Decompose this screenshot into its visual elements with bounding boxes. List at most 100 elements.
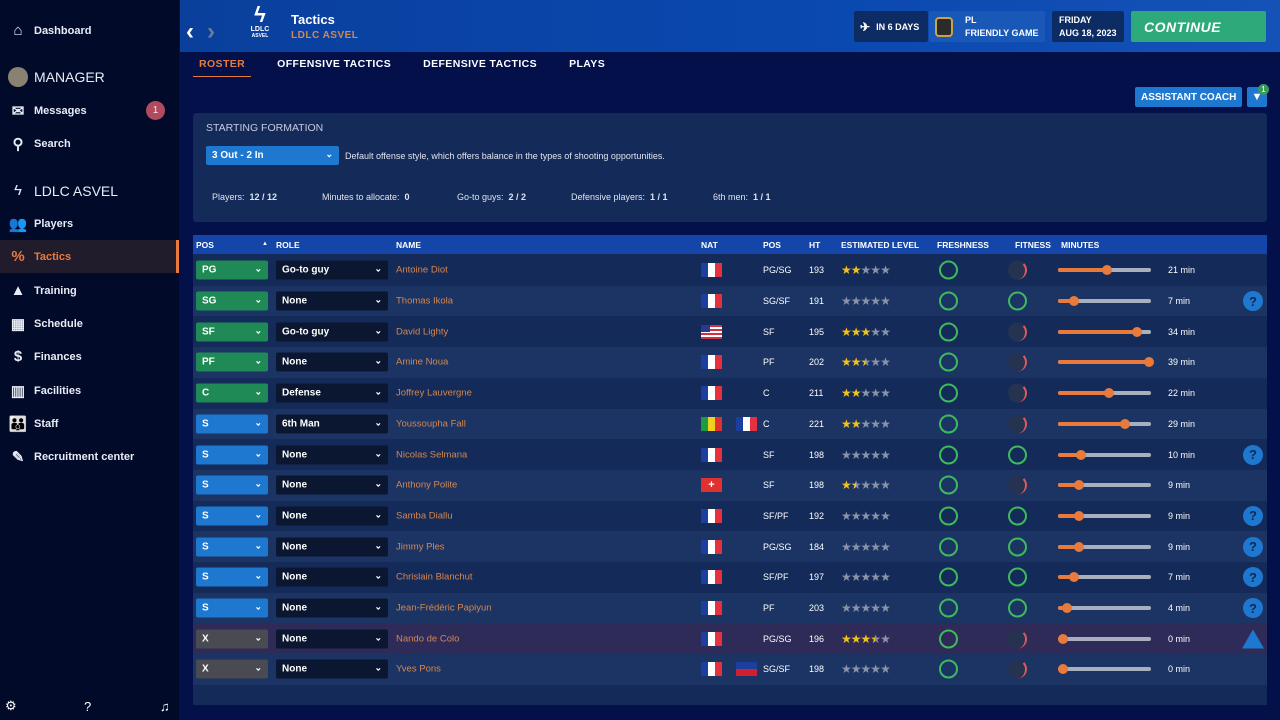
slider-thumb[interactable] bbox=[1057, 633, 1068, 644]
player-name-link[interactable]: Jimmy Ples bbox=[396, 541, 445, 553]
player-name-link[interactable]: Samba Diallu bbox=[396, 510, 453, 522]
sort-ascending-icon[interactable]: ▲ bbox=[262, 241, 268, 247]
role-select[interactable]: None ⌄ bbox=[276, 629, 388, 649]
player-name-link[interactable]: Nando de Colo bbox=[396, 633, 460, 645]
tab-offensive-tactics[interactable]: OFFENSIVE TACTICS bbox=[277, 58, 392, 70]
forward-button[interactable]: › bbox=[207, 18, 215, 45]
position-select[interactable]: S ⌄ bbox=[196, 537, 268, 557]
minutes-slider[interactable] bbox=[1058, 449, 1151, 460]
back-button[interactable]: ‹ bbox=[186, 18, 194, 45]
slider-thumb[interactable] bbox=[1069, 572, 1080, 583]
slider-thumb[interactable] bbox=[1143, 357, 1154, 368]
column-header[interactable]: ROLE bbox=[276, 240, 300, 250]
tab-plays[interactable]: PLAYS bbox=[569, 58, 606, 70]
slider-thumb[interactable] bbox=[1120, 418, 1131, 429]
position-select[interactable]: C ⌄ bbox=[196, 383, 268, 403]
column-header[interactable]: HT bbox=[809, 240, 821, 250]
column-header[interactable]: POS bbox=[763, 240, 781, 250]
table-row[interactable]: C ⌄ Defense ⌄ Joffrey Lauvergne C 211 ★★★★★ 22 m… bbox=[193, 377, 1267, 409]
minutes-slider[interactable] bbox=[1058, 296, 1151, 307]
player-name-link[interactable]: Antoine Diot bbox=[396, 264, 448, 276]
question-icon[interactable]: ? bbox=[1243, 598, 1263, 619]
table-row[interactable]: S ⌄ None ⌄ Anthony Polite + SF 198 ★★★★★ 9 min bbox=[193, 469, 1267, 501]
tab-roster[interactable]: ROSTER bbox=[193, 58, 252, 77]
slider-thumb[interactable] bbox=[1057, 664, 1068, 675]
position-select[interactable]: S ⌄ bbox=[196, 414, 268, 434]
role-select[interactable]: None ⌄ bbox=[276, 659, 388, 679]
formation-select[interactable]: 3 Out - 2 In ⌄ bbox=[206, 146, 339, 165]
table-row[interactable]: S ⌄ None ⌄ Chrislain Blanchut SF/PF 197 ★★★★★ 7 … bbox=[193, 562, 1267, 593]
role-select[interactable]: 6th Man ⌄ bbox=[276, 414, 388, 434]
minutes-slider[interactable] bbox=[1057, 633, 1151, 644]
position-select[interactable]: S ⌄ bbox=[196, 598, 268, 618]
player-name-link[interactable]: Joffrey Lauvergne bbox=[396, 387, 472, 399]
position-select[interactable]: S ⌄ bbox=[196, 445, 268, 465]
player-name-link[interactable]: Yves Pons bbox=[396, 663, 441, 675]
sidebar-item-training[interactable]: ▲ Training bbox=[0, 274, 179, 307]
question-icon[interactable]: ? bbox=[1243, 567, 1263, 588]
role-select[interactable]: None ⌄ bbox=[276, 567, 388, 587]
question-icon[interactable]: ? bbox=[1243, 444, 1263, 465]
slider-thumb[interactable] bbox=[1073, 480, 1084, 491]
minutes-slider[interactable] bbox=[1058, 541, 1151, 552]
slider-thumb[interactable] bbox=[1101, 265, 1112, 276]
minutes-slider[interactable] bbox=[1058, 418, 1151, 429]
player-name-link[interactable]: Chrislain Blanchut bbox=[396, 571, 473, 583]
player-name-link[interactable]: Thomas Ikola bbox=[396, 295, 454, 307]
assistant-coach-button[interactable]: ASSISTANT COACH bbox=[1135, 87, 1243, 107]
slider-thumb[interactable] bbox=[1073, 510, 1084, 521]
role-select[interactable]: Defense ⌄ bbox=[276, 383, 388, 403]
player-name-link[interactable]: Amine Noua bbox=[396, 356, 449, 368]
position-select[interactable]: SG ⌄ bbox=[196, 291, 268, 311]
table-row[interactable]: S ⌄ None ⌄ Jean-Frédéric Papiyun PF 203 ★★★★★ 4 … bbox=[193, 592, 1267, 624]
sidebar-item-manager[interactable]: MANAGER bbox=[0, 60, 179, 93]
sidebar-item-players[interactable]: 👥 Players bbox=[0, 207, 179, 240]
player-name-link[interactable]: Youssoupha Fall bbox=[396, 418, 466, 430]
role-select[interactable]: Go-to guy ⌄ bbox=[276, 322, 388, 342]
sidebar-item-tactics[interactable]: % Tactics bbox=[0, 240, 179, 273]
player-name-link[interactable]: Jean-Frédéric Papiyun bbox=[396, 602, 492, 614]
gear-icon[interactable]: ⚙ bbox=[5, 698, 17, 713]
role-select[interactable]: None ⌄ bbox=[276, 537, 388, 557]
position-select[interactable]: X ⌄ bbox=[196, 659, 268, 679]
sidebar-item-finances[interactable]: $ Finances bbox=[0, 340, 179, 373]
column-header[interactable]: FRESHNESS bbox=[937, 240, 989, 250]
table-row[interactable]: PF ⌄ None ⌄ Amine Noua PF 202 ★★★★★ 39 min bbox=[193, 347, 1267, 378]
table-row[interactable]: S ⌄ None ⌄ Nicolas Selmana SF 198 ★★★★★ 10 min? bbox=[193, 439, 1267, 470]
minutes-slider[interactable] bbox=[1057, 664, 1151, 675]
minutes-slider[interactable] bbox=[1058, 357, 1154, 368]
player-name-link[interactable]: David Lighty bbox=[396, 326, 449, 338]
table-row[interactable]: SG ⌄ None ⌄ Thomas Ikola SG/SF 191 ★★★★★ 7 min? bbox=[193, 285, 1267, 317]
position-select[interactable]: S ⌄ bbox=[196, 475, 268, 495]
table-row[interactable]: SF ⌄ Go-to guy ⌄ David Lighty SF 195 ★★★★★ 34 mi… bbox=[193, 316, 1267, 348]
tab-defensive-tactics[interactable]: DEFENSIVE TACTICS bbox=[423, 58, 538, 70]
column-header[interactable]: FITNESS bbox=[1015, 240, 1051, 250]
slider-thumb[interactable] bbox=[1069, 296, 1080, 307]
next-game[interactable]: PL FRIENDLY GAME bbox=[929, 11, 1045, 42]
help-icon[interactable]: ? bbox=[84, 699, 92, 714]
table-row[interactable]: S ⌄ None ⌄ Samba Diallu SF/PF 192 ★★★★★ 9 min? bbox=[193, 500, 1267, 532]
table-row[interactable]: X ⌄ None ⌄ Nando de Colo PG/SG 196 ★★★★★ 0 min bbox=[193, 623, 1267, 655]
sidebar-item-schedule[interactable]: ▦ Schedule bbox=[0, 307, 179, 340]
minutes-slider[interactable] bbox=[1058, 603, 1151, 614]
question-icon[interactable]: ? bbox=[1243, 291, 1263, 312]
position-select[interactable]: PF ⌄ bbox=[196, 352, 268, 372]
role-select[interactable]: None ⌄ bbox=[276, 291, 388, 311]
minutes-slider[interactable] bbox=[1058, 510, 1151, 521]
role-select[interactable]: None ⌄ bbox=[276, 445, 388, 465]
slider-thumb[interactable] bbox=[1132, 326, 1143, 337]
question-icon[interactable]: ? bbox=[1243, 505, 1263, 526]
minutes-slider[interactable] bbox=[1058, 480, 1151, 491]
minutes-slider[interactable] bbox=[1058, 326, 1151, 337]
minutes-slider[interactable] bbox=[1058, 388, 1151, 399]
column-header[interactable]: NAME bbox=[396, 240, 422, 250]
position-select[interactable]: S ⌄ bbox=[196, 506, 268, 526]
player-name-link[interactable]: Nicolas Selmana bbox=[396, 449, 468, 461]
music-icon[interactable]: ♫ bbox=[160, 699, 170, 714]
role-select[interactable]: None ⌄ bbox=[276, 475, 388, 495]
role-select[interactable]: None ⌄ bbox=[276, 506, 388, 526]
player-name-link[interactable]: Anthony Polite bbox=[396, 479, 458, 491]
column-header[interactable]: POS bbox=[196, 240, 214, 250]
position-select[interactable]: S ⌄ bbox=[196, 567, 268, 587]
column-header[interactable]: ESTIMATED LEVEL bbox=[841, 240, 920, 250]
